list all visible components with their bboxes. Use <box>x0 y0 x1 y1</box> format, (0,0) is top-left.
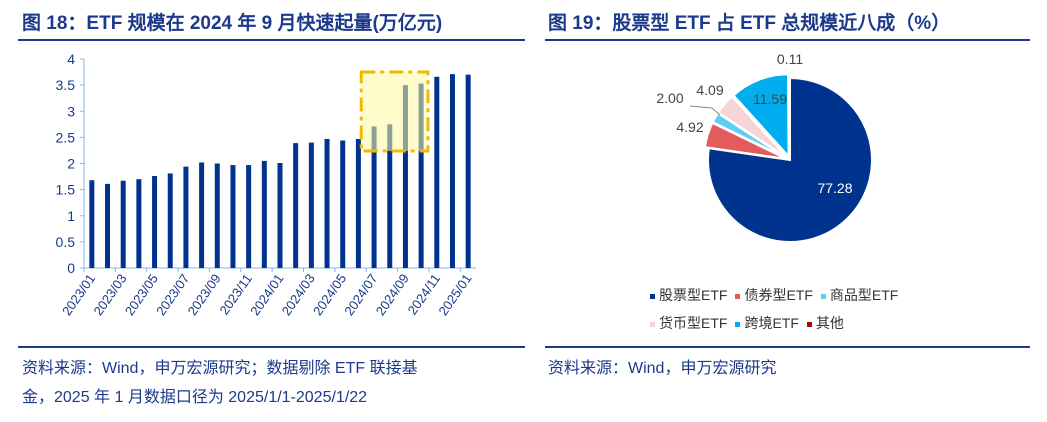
y-tick-label: 2.5 <box>56 129 76 145</box>
legend-label: 股票型ETF <box>659 287 728 303</box>
y-tick-label: 4 <box>67 51 75 67</box>
y-tick-label: 1.5 <box>56 182 76 198</box>
right-title-rule <box>545 39 1030 41</box>
legend-label: 其他 <box>815 315 844 331</box>
bar <box>418 83 424 269</box>
bar <box>340 140 346 268</box>
bar <box>387 124 393 268</box>
legend-swatch <box>650 293 655 299</box>
legend-swatch <box>650 321 655 327</box>
y-tick-label: 0 <box>67 260 75 276</box>
bar <box>449 74 455 268</box>
legend-swatch <box>806 321 812 327</box>
bar <box>167 173 173 268</box>
legend-item: 商品型ETF <box>820 285 899 305</box>
legend-item: 股票型ETF <box>650 285 727 305</box>
bar <box>261 160 267 268</box>
pie-slice <box>716 95 788 159</box>
bar <box>434 76 440 268</box>
pie-slice <box>732 73 790 159</box>
legend-item: 其他 <box>806 313 844 333</box>
bar <box>199 162 205 268</box>
bar <box>105 183 111 268</box>
bar <box>120 180 126 268</box>
x-tick-label: 2025/01 <box>435 271 474 318</box>
legend-item: 跨境ETF <box>735 313 799 333</box>
bar <box>136 179 142 268</box>
left-chart-title: 图 18：ETF 规模在 2024 年 9 月快速起量(万亿元) <box>22 13 443 34</box>
right-source-rule <box>545 346 1030 348</box>
legend-label: 货币型ETF <box>659 315 728 331</box>
y-tick-label: 3 <box>67 103 75 119</box>
pie-data-label: 0.11 <box>777 51 803 67</box>
y-tick-label: 2 <box>67 156 75 172</box>
pie-legend: 股票型ETF 债券型ETF 商品型ETF 货币型ETF 跨境ETF 其他 <box>650 285 950 341</box>
legend-label: 跨境ETF <box>744 315 799 331</box>
pie-slice <box>707 76 873 243</box>
y-tick-label: 1 <box>67 208 75 224</box>
bar <box>371 126 377 268</box>
bar <box>324 138 330 268</box>
x-tick-label: 2024/09 <box>373 271 412 318</box>
left-source-line2: 金，2025 年 1 月数据口径为 2025/1/1-2025/1/22 <box>22 389 368 406</box>
bar <box>293 143 299 268</box>
legend-item: 债券型ETF <box>735 285 813 305</box>
bar <box>308 142 314 268</box>
pie-data-label: 11.59 <box>753 91 787 107</box>
bar <box>246 165 252 268</box>
legend-swatch <box>735 321 741 327</box>
bar <box>89 180 95 268</box>
pie-data-label: 4.92 <box>676 119 703 135</box>
pie-slice <box>788 72 791 157</box>
bar <box>277 162 283 268</box>
y-tick-label: 0.5 <box>56 234 76 250</box>
highlight-box <box>359 70 430 153</box>
legend-label: 商品型ETF <box>829 287 899 303</box>
pie-data-label: 2.00 <box>656 90 683 106</box>
bar <box>214 163 220 268</box>
right-source-note: 资料来源：Wind，申万宏源研究 <box>548 360 777 377</box>
pie-data-label: 4.09 <box>696 82 723 98</box>
left-source-line1: 资料来源：Wind，申万宏源研究；数据剔除 ETF 联接基 <box>22 360 418 377</box>
y-tick-label: 3.5 <box>56 77 76 93</box>
pie-data-label: 77.28 <box>817 180 852 196</box>
bar <box>465 74 471 268</box>
bar <box>355 138 361 268</box>
bar <box>152 176 158 268</box>
legend-label: 债券型ETF <box>744 287 813 303</box>
bar <box>183 166 189 268</box>
legend-item: 货币型ETF <box>650 313 727 333</box>
x-tick-label: 2023/09 <box>184 271 223 318</box>
left-title-rule <box>18 39 525 41</box>
legend-swatch <box>820 293 826 299</box>
leader-line <box>689 105 721 116</box>
bar <box>230 165 236 268</box>
left-source-note: 资料来源：Wind，申万宏源研究；数据剔除 ETF 联接基 金，2025 年 1… <box>22 354 418 412</box>
bar <box>402 85 408 268</box>
right-chart-title: 图 19：股票型 ETF 占 ETF 总规模近八成（%） <box>548 13 951 34</box>
left-source-rule <box>18 346 525 348</box>
legend-swatch <box>735 293 741 299</box>
